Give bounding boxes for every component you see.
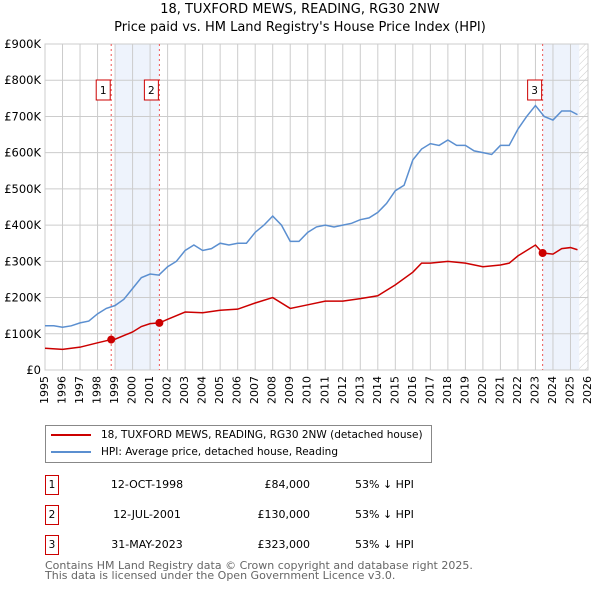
y-tick-label: £900K <box>4 37 41 51</box>
y-tick-label: £600K <box>4 146 41 160</box>
x-tick-label: 2008 <box>266 376 279 404</box>
x-tick-label: 2017 <box>423 376 436 404</box>
sale-point <box>538 249 547 258</box>
sale-hpi-diff: 53% ↓ HPI <box>355 508 414 521</box>
y-tick-label: £100K <box>4 327 41 341</box>
y-tick-label: £300K <box>4 254 41 268</box>
y-tick-label: £0 <box>26 363 41 377</box>
x-tick-label: 2021 <box>493 376 506 404</box>
sale-marker-label: 1 <box>45 475 59 495</box>
sale-price: £130,000 <box>257 508 311 521</box>
x-tick-label: 2010 <box>301 376 314 404</box>
sale-price: £323,000 <box>257 538 311 551</box>
x-tick-label: 1998 <box>91 376 104 404</box>
x-tick-label: 2006 <box>231 376 244 404</box>
footer: Contains HM Land Registry data © Crown c… <box>45 559 473 582</box>
sale-marker-number: 1 <box>100 85 107 97</box>
x-tick-label: 2012 <box>336 376 349 404</box>
sale-row: 3 31-MAY-2023 £323,000 53% ↓ HPI <box>45 535 445 555</box>
sale-marker-box <box>143 79 159 101</box>
sale-marker-label: 3 <box>45 535 59 555</box>
y-tick-label: £700K <box>4 109 41 123</box>
sale-row: 1 12-OCT-1998 £84,000 53% ↓ HPI <box>45 475 445 495</box>
shaded-region <box>542 44 580 370</box>
x-tick-label: 2015 <box>388 376 401 404</box>
sale-price: £84,000 <box>264 478 311 491</box>
x-tick-label: 2007 <box>248 376 261 404</box>
sale-point <box>155 318 164 327</box>
plot-border <box>44 43 589 371</box>
sale-date: 12-JUL-2001 <box>113 508 181 521</box>
legend-label-property: 18, TUXFORD MEWS, READING, RG30 2NW (det… <box>101 429 423 441</box>
y-tick-label: £200K <box>4 291 41 305</box>
x-tick-label: 1999 <box>108 376 121 404</box>
sale-marker-box <box>95 79 111 101</box>
x-tick-label: 2009 <box>283 376 296 404</box>
forecast-hatch <box>579 44 588 370</box>
y-tick-label: £500K <box>4 182 41 196</box>
sale-row: 2 12-JUL-2001 £130,000 53% ↓ HPI <box>45 505 445 525</box>
chart-title: 18, TUXFORD MEWS, READING, RG30 2NW <box>160 2 440 17</box>
legend-swatch-property <box>51 434 91 436</box>
plot-area: 1995 1996 1997 1998 1999 2000 2001 2002 2003 2004… <box>4 37 594 404</box>
x-tick-label: 2004 <box>196 376 209 404</box>
x-tick-label: 2000 <box>126 376 139 404</box>
chart-subtitle: Price paid vs. HM Land Registry's House … <box>114 20 486 35</box>
x-tick-label: 2013 <box>353 376 366 404</box>
x-tick-label: 2023 <box>528 376 541 404</box>
legend: 18, TUXFORD MEWS, READING, RG30 2NW (det… <box>45 425 432 463</box>
sale-date: 31-MAY-2023 <box>111 538 183 551</box>
x-tick-label: 2018 <box>441 376 454 404</box>
footer-copyright: Contains HM Land Registry data © Crown c… <box>45 559 473 572</box>
x-tick-label: 1996 <box>56 376 69 404</box>
x-tick-label: 2001 <box>143 376 156 404</box>
y-tick-label: £800K <box>4 73 41 87</box>
sale-marker-label: 2 <box>45 505 59 525</box>
x-tick-label: 2002 <box>161 376 174 404</box>
x-tick-label: 2022 <box>511 376 524 404</box>
x-tick-label: 2016 <box>406 376 419 404</box>
x-tick-label: 2005 <box>213 376 226 404</box>
sale-point <box>107 335 116 344</box>
x-tick-label: 1995 <box>38 376 51 404</box>
sale-date: 12-OCT-1998 <box>110 478 184 491</box>
legend-label-hpi: HPI: Average price, detached house, Read… <box>101 446 338 458</box>
sale-marker-number: 3 <box>531 85 538 97</box>
x-tick-label: 2014 <box>371 376 384 404</box>
footer-licence: This data is licensed under the Open Gov… <box>45 569 396 582</box>
x-tick-label: 2024 <box>546 376 559 404</box>
x-tick-label: 1997 <box>73 376 86 404</box>
sale-hpi-diff: 53% ↓ HPI <box>355 478 414 491</box>
x-tick-label: 2011 <box>318 376 331 404</box>
hpi-line <box>45 104 578 329</box>
x-tick-label: 2026 <box>581 376 594 404</box>
x-tick-label: 2019 <box>458 376 471 404</box>
x-tick-label: 2025 <box>563 376 576 404</box>
sale-marker-number: 2 <box>148 85 155 97</box>
property-line <box>44 244 578 351</box>
sale-hpi-diff: 53% ↓ HPI <box>355 538 414 551</box>
y-tick-label: £400K <box>4 218 41 232</box>
x-tick-label: 2020 <box>476 376 489 404</box>
legend-swatch-hpi <box>51 451 91 453</box>
sale-marker-box <box>527 79 543 101</box>
x-tick-label: 2003 <box>178 376 191 404</box>
